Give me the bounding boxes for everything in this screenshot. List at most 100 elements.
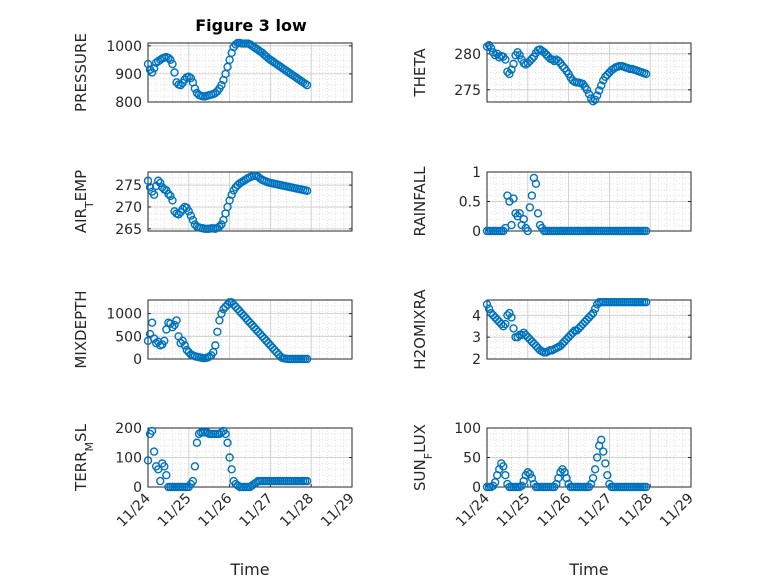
y-tick-label: 800: [115, 95, 142, 111]
data-point: [219, 304, 228, 314]
data-point: [588, 97, 598, 106]
data-point: [302, 476, 312, 486]
data-point: [147, 318, 157, 327]
data-point: [501, 471, 510, 480]
data-point: [156, 178, 165, 188]
data-point: [143, 59, 153, 69]
data-point: [192, 438, 202, 447]
data-point: [153, 176, 163, 185]
data-point: [213, 327, 222, 336]
data-point: [641, 482, 651, 492]
data-point: [264, 338, 273, 348]
data-point: [597, 81, 606, 90]
data-point: [156, 476, 165, 486]
x-tick-label: 11/26: [196, 490, 236, 530]
data-point: [499, 322, 508, 331]
data-point: [190, 84, 200, 93]
y-tick-label: 275: [115, 178, 142, 194]
data-point: [239, 311, 249, 321]
data-point: [568, 328, 577, 337]
data-series: [143, 426, 312, 492]
data-series: [143, 38, 312, 101]
data-point: [168, 59, 177, 69]
data-point: [215, 222, 224, 231]
data-point: [168, 323, 177, 332]
data-point: [227, 190, 236, 199]
x-tick-label: 11/25: [155, 491, 195, 531]
data-point: [554, 56, 563, 66]
axes-box: [486, 299, 692, 360]
data-point: [184, 72, 194, 81]
subplot-7: 0 100 200 11/24 11/25 11/26 11/27 11/28 11/29 Tim…: [72, 421, 358, 579]
data-point: [190, 462, 200, 471]
subplot-2: 275 280 THETA: [411, 40, 692, 106]
data-point: [515, 51, 524, 60]
data-point: [186, 73, 196, 83]
data-point: [223, 62, 232, 72]
data-point: [497, 319, 506, 329]
data-point: [174, 210, 183, 219]
data-point: [160, 336, 169, 346]
y-tick-label: 0: [133, 480, 142, 496]
data-point: [172, 316, 181, 325]
data-point: [256, 329, 265, 339]
subplot-5: 0 500 1000 MIXDEPTH: [72, 290, 353, 369]
data-point: [501, 55, 510, 64]
data-point: [509, 194, 518, 203]
y-tick-label: 100: [454, 421, 481, 437]
data-point: [590, 465, 600, 474]
y-axis-label: THETA: [411, 48, 429, 98]
data-point: [225, 453, 234, 462]
data-point: [586, 311, 596, 320]
data-point: [509, 324, 518, 333]
subplot-4: 0 0.5 1 RAINFALL: [411, 165, 692, 240]
x-axis-label: Time: [568, 560, 608, 579]
data-point: [507, 220, 516, 230]
data-point: [253, 327, 263, 336]
y-axis-label: RAINFALL: [411, 166, 429, 237]
data-point: [519, 214, 528, 224]
data-point: [484, 304, 494, 313]
data-point: [164, 189, 173, 199]
data-point: [486, 43, 496, 53]
y-tick-label: 0.5: [459, 195, 481, 211]
data-point: [523, 468, 532, 477]
data-point: [525, 203, 535, 212]
data-point: [245, 318, 255, 327]
data-point: [186, 211, 196, 220]
figure-title: Figure 3 low: [195, 16, 307, 35]
data-point: [235, 307, 245, 316]
data-point: [227, 298, 236, 307]
data-point: [170, 68, 179, 77]
data-point: [499, 462, 508, 471]
data-point: [503, 67, 512, 76]
y-tick-label: 4: [472, 308, 481, 324]
data-point: [217, 80, 226, 90]
data-point: [223, 300, 232, 309]
subplot-6: 2 3 4 H2OMIXRA: [411, 289, 692, 370]
data-point: [227, 465, 236, 474]
x-tick-label: 11/27: [575, 491, 615, 531]
axes-box: [147, 171, 353, 232]
data-point: [515, 209, 524, 218]
data-point: [221, 429, 230, 439]
subplot-1: 800 900 1000 PRESSURE: [72, 33, 353, 112]
data-point: [231, 40, 240, 49]
data-point: [243, 316, 253, 325]
y-tick-label: 50: [463, 451, 481, 467]
y-tick-label: 200: [115, 421, 142, 437]
data-point: [166, 191, 175, 201]
data-point: [215, 316, 224, 325]
data-point: [188, 215, 198, 225]
x-tick-label: 11/28: [616, 491, 656, 531]
data-point: [501, 319, 510, 329]
data-point: [490, 51, 500, 60]
y-tick-label: 3: [472, 330, 481, 346]
data-point: [603, 471, 612, 480]
data-point: [507, 313, 516, 322]
y-tick-label: 1000: [106, 307, 142, 323]
subplot-8: 0 50 100 11/24 11/25 11/26 11/27 11/28 11/29 Time…: [411, 421, 697, 579]
x-tick-label: 11/24: [114, 490, 154, 530]
data-point: [180, 341, 189, 350]
